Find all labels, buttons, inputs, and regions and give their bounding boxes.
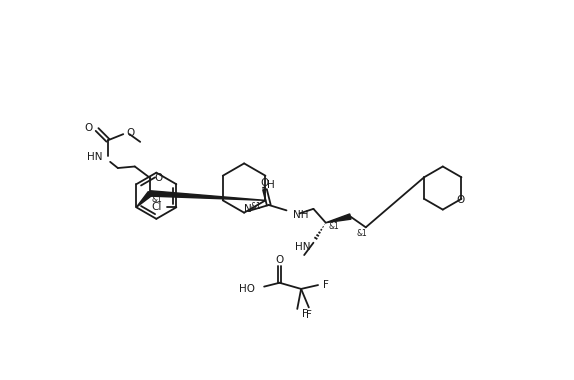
Text: Cl: Cl — [152, 202, 162, 212]
Text: NH: NH — [293, 210, 308, 220]
Text: &1: &1 — [356, 229, 367, 238]
Text: O: O — [276, 255, 284, 264]
Text: F: F — [323, 280, 328, 290]
Text: F: F — [302, 309, 308, 318]
Text: F: F — [307, 310, 312, 320]
Text: O: O — [261, 179, 269, 188]
Text: &1: &1 — [251, 202, 262, 211]
Text: O: O — [456, 195, 464, 205]
Text: HO: HO — [239, 284, 255, 294]
Text: O: O — [155, 173, 163, 183]
Polygon shape — [150, 191, 265, 200]
Text: O: O — [84, 123, 92, 133]
Text: &1: &1 — [152, 195, 162, 204]
Polygon shape — [326, 214, 351, 223]
Text: O: O — [126, 128, 134, 138]
Text: HN: HN — [87, 152, 103, 162]
Text: N: N — [244, 204, 252, 214]
Text: &1: &1 — [328, 222, 339, 231]
Text: HN: HN — [295, 242, 311, 252]
Text: H: H — [267, 180, 275, 190]
Polygon shape — [137, 192, 152, 207]
